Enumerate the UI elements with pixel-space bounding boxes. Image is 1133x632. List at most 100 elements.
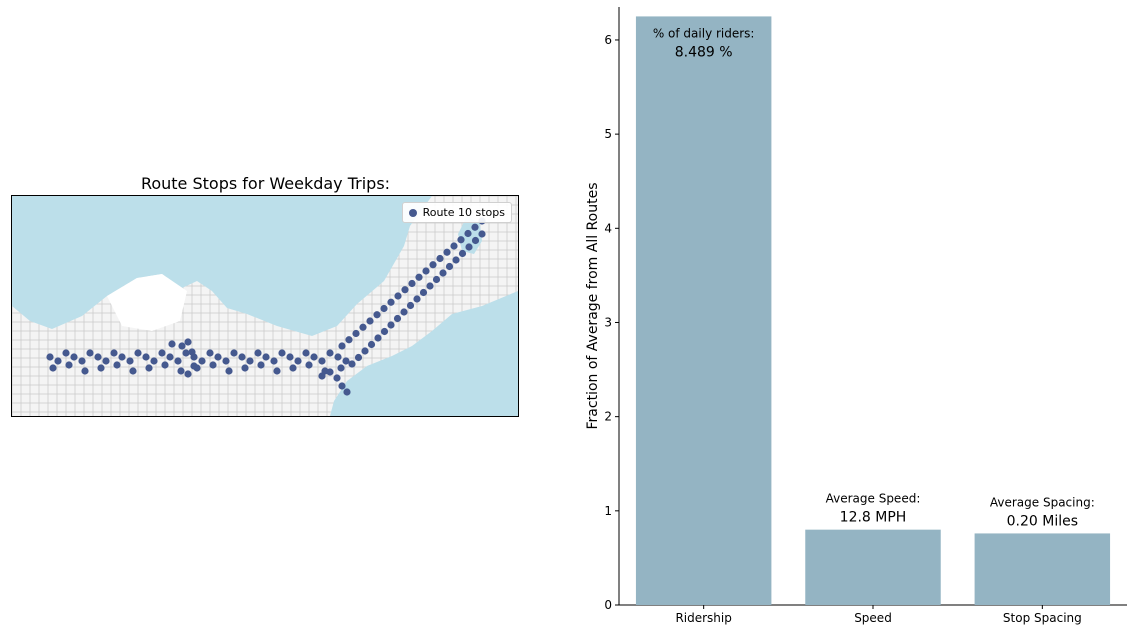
bar <box>805 529 941 605</box>
route-stop-point <box>387 321 395 329</box>
map-legend: Route 10 stops <box>401 202 512 223</box>
route-stop-point <box>161 361 169 369</box>
route-stop-point <box>337 364 345 372</box>
route-stop-point <box>450 242 458 250</box>
route-stop-point <box>65 361 73 369</box>
bar <box>635 16 772 606</box>
route-stop-point <box>367 340 376 349</box>
lake-south <box>330 291 518 416</box>
bar-annotation-value: 8.489 % <box>675 44 733 60</box>
route-stop-point <box>436 254 444 263</box>
route-stop-point <box>465 243 473 251</box>
route-stop-point <box>278 349 286 357</box>
route-stop-point <box>413 295 421 303</box>
route-stop-point <box>273 367 281 375</box>
route-stop-point <box>326 368 334 376</box>
route-stop-point <box>361 347 369 355</box>
route-stop-point <box>342 357 350 365</box>
bar-annotation-value: 0.20 Miles <box>1007 513 1078 529</box>
route-stop-point <box>113 361 121 369</box>
route-stop-point <box>439 269 447 277</box>
route-stop-point <box>168 340 176 348</box>
route-stop-point <box>158 349 166 357</box>
route-stop-point <box>422 267 430 275</box>
route-stop-point <box>326 349 334 357</box>
route-stop-point <box>178 342 186 350</box>
route-stop-point <box>305 361 313 369</box>
route-stop-point <box>393 314 402 323</box>
route-stop-point <box>294 357 302 365</box>
route-stop-point <box>230 349 238 357</box>
route-stop-point <box>97 364 105 372</box>
route-stop-point <box>184 370 192 378</box>
route-stop-point <box>373 311 381 319</box>
route-stop-point <box>270 357 278 365</box>
y-tick-label: 3 <box>604 315 612 329</box>
route-stop-point <box>374 334 382 342</box>
bar-annotation-value: 12.8 MPH <box>840 510 907 526</box>
route-stop-point <box>443 248 451 256</box>
route-stop-point <box>118 353 126 361</box>
y-tick-label: 6 <box>604 33 612 47</box>
route-stop-point <box>432 275 441 284</box>
route-stop-point <box>134 349 142 357</box>
route-stop-point <box>166 353 174 361</box>
route-stop-point <box>310 353 318 361</box>
route-stop-point <box>302 349 310 357</box>
y-axis-label: Fraction of Average from All Routes <box>585 183 601 430</box>
route-stop-point <box>177 367 185 375</box>
bar <box>974 533 1111 605</box>
map-title: Route Stops for Weekday Trips: <box>140 174 391 193</box>
lake-north <box>12 196 432 336</box>
route-stop-point <box>246 357 254 365</box>
route-stop-point <box>318 357 326 365</box>
route-stop-point <box>150 357 158 365</box>
route-stop-point <box>209 361 217 369</box>
route-stop-point <box>419 288 428 297</box>
route-stop-point <box>70 353 78 361</box>
route-stop-point <box>387 298 395 306</box>
route-stop-point <box>238 353 246 361</box>
route-stop-point <box>262 353 270 361</box>
route-stop-point <box>334 353 342 361</box>
route-stop-point <box>174 357 182 365</box>
bar-annotation-label: Average Spacing: <box>990 495 1095 509</box>
route-stop-point <box>145 364 153 372</box>
route-stop-point <box>471 223 479 231</box>
route-stop-point <box>338 382 346 390</box>
route-stop-point <box>366 317 374 325</box>
bar-annotation-label: % of daily riders: <box>653 26 755 40</box>
x-tick-label: Ridership <box>675 611 731 625</box>
route-stop-point <box>81 367 89 375</box>
route-stop-point <box>206 349 214 357</box>
route-stop-point <box>401 286 409 294</box>
route-stop-point <box>142 353 150 361</box>
route-stop-point <box>110 349 118 357</box>
route-stop-point <box>254 349 262 357</box>
y-tick-label: 2 <box>604 410 612 424</box>
route-stop-point <box>182 349 190 357</box>
route-stop-point <box>380 304 388 313</box>
bar-annotation-label: Average Speed: <box>826 492 921 506</box>
park-area <box>107 274 187 331</box>
x-tick-label: Stop Spacing <box>1003 611 1082 625</box>
route-stop-point <box>46 353 54 361</box>
route-stop-point <box>198 357 206 365</box>
route-stop-point <box>338 342 346 350</box>
legend-marker-icon <box>408 208 417 217</box>
route-stop-point <box>343 388 351 396</box>
route-stop-point <box>464 229 472 238</box>
y-tick-label: 4 <box>604 221 612 235</box>
route-stop-point <box>471 236 480 245</box>
route-stop-point <box>49 364 57 372</box>
route-stop-point <box>400 308 408 316</box>
route-stop-point <box>478 230 486 238</box>
route-stop-point <box>286 353 294 361</box>
route-stop-point <box>406 301 415 310</box>
route-stop-point <box>129 367 137 375</box>
route-stop-point <box>394 292 402 300</box>
route-stop-point <box>225 367 233 375</box>
route-stop-point <box>415 273 423 281</box>
route-stop-point <box>452 256 460 264</box>
legend-label: Route 10 stops <box>422 206 505 219</box>
